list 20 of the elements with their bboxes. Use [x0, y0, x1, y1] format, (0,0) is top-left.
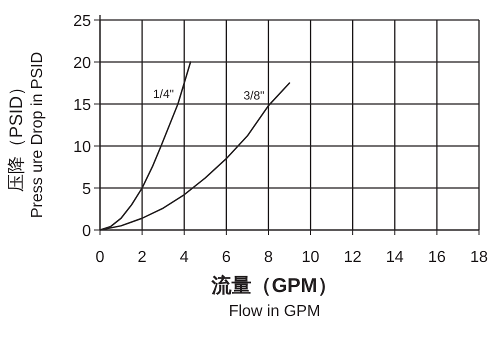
y-tick-label: 15 — [73, 97, 92, 114]
x-tick-label: 6 — [222, 249, 231, 266]
y-tick-label: 20 — [73, 55, 92, 72]
y-tick-label: 0 — [82, 223, 92, 240]
y-tick-label: 5 — [82, 181, 92, 198]
x-tick-label: 12 — [344, 249, 362, 266]
x-tick-label: 18 — [470, 249, 488, 266]
series-label: 1/4" — [152, 87, 174, 101]
x-tick-label: 10 — [302, 249, 320, 266]
series-label: 3/8" — [243, 88, 264, 103]
y-tick-label: 25 — [73, 13, 92, 30]
x-tick-label: 16 — [428, 249, 446, 266]
x-tick-label: 2 — [138, 249, 147, 266]
x-tick-label: 14 — [386, 249, 404, 266]
y-axis-title: 压降（PSID） Press ure Drop in PSID — [6, 52, 46, 218]
x-axis-title: 流量（GPM） Flow in GPM — [210, 274, 338, 320]
x-tick-label: 0 — [96, 249, 105, 266]
x-tick-label: 8 — [264, 249, 273, 266]
x-tick-label: 4 — [180, 249, 189, 266]
y-tick-label: 10 — [73, 139, 92, 156]
